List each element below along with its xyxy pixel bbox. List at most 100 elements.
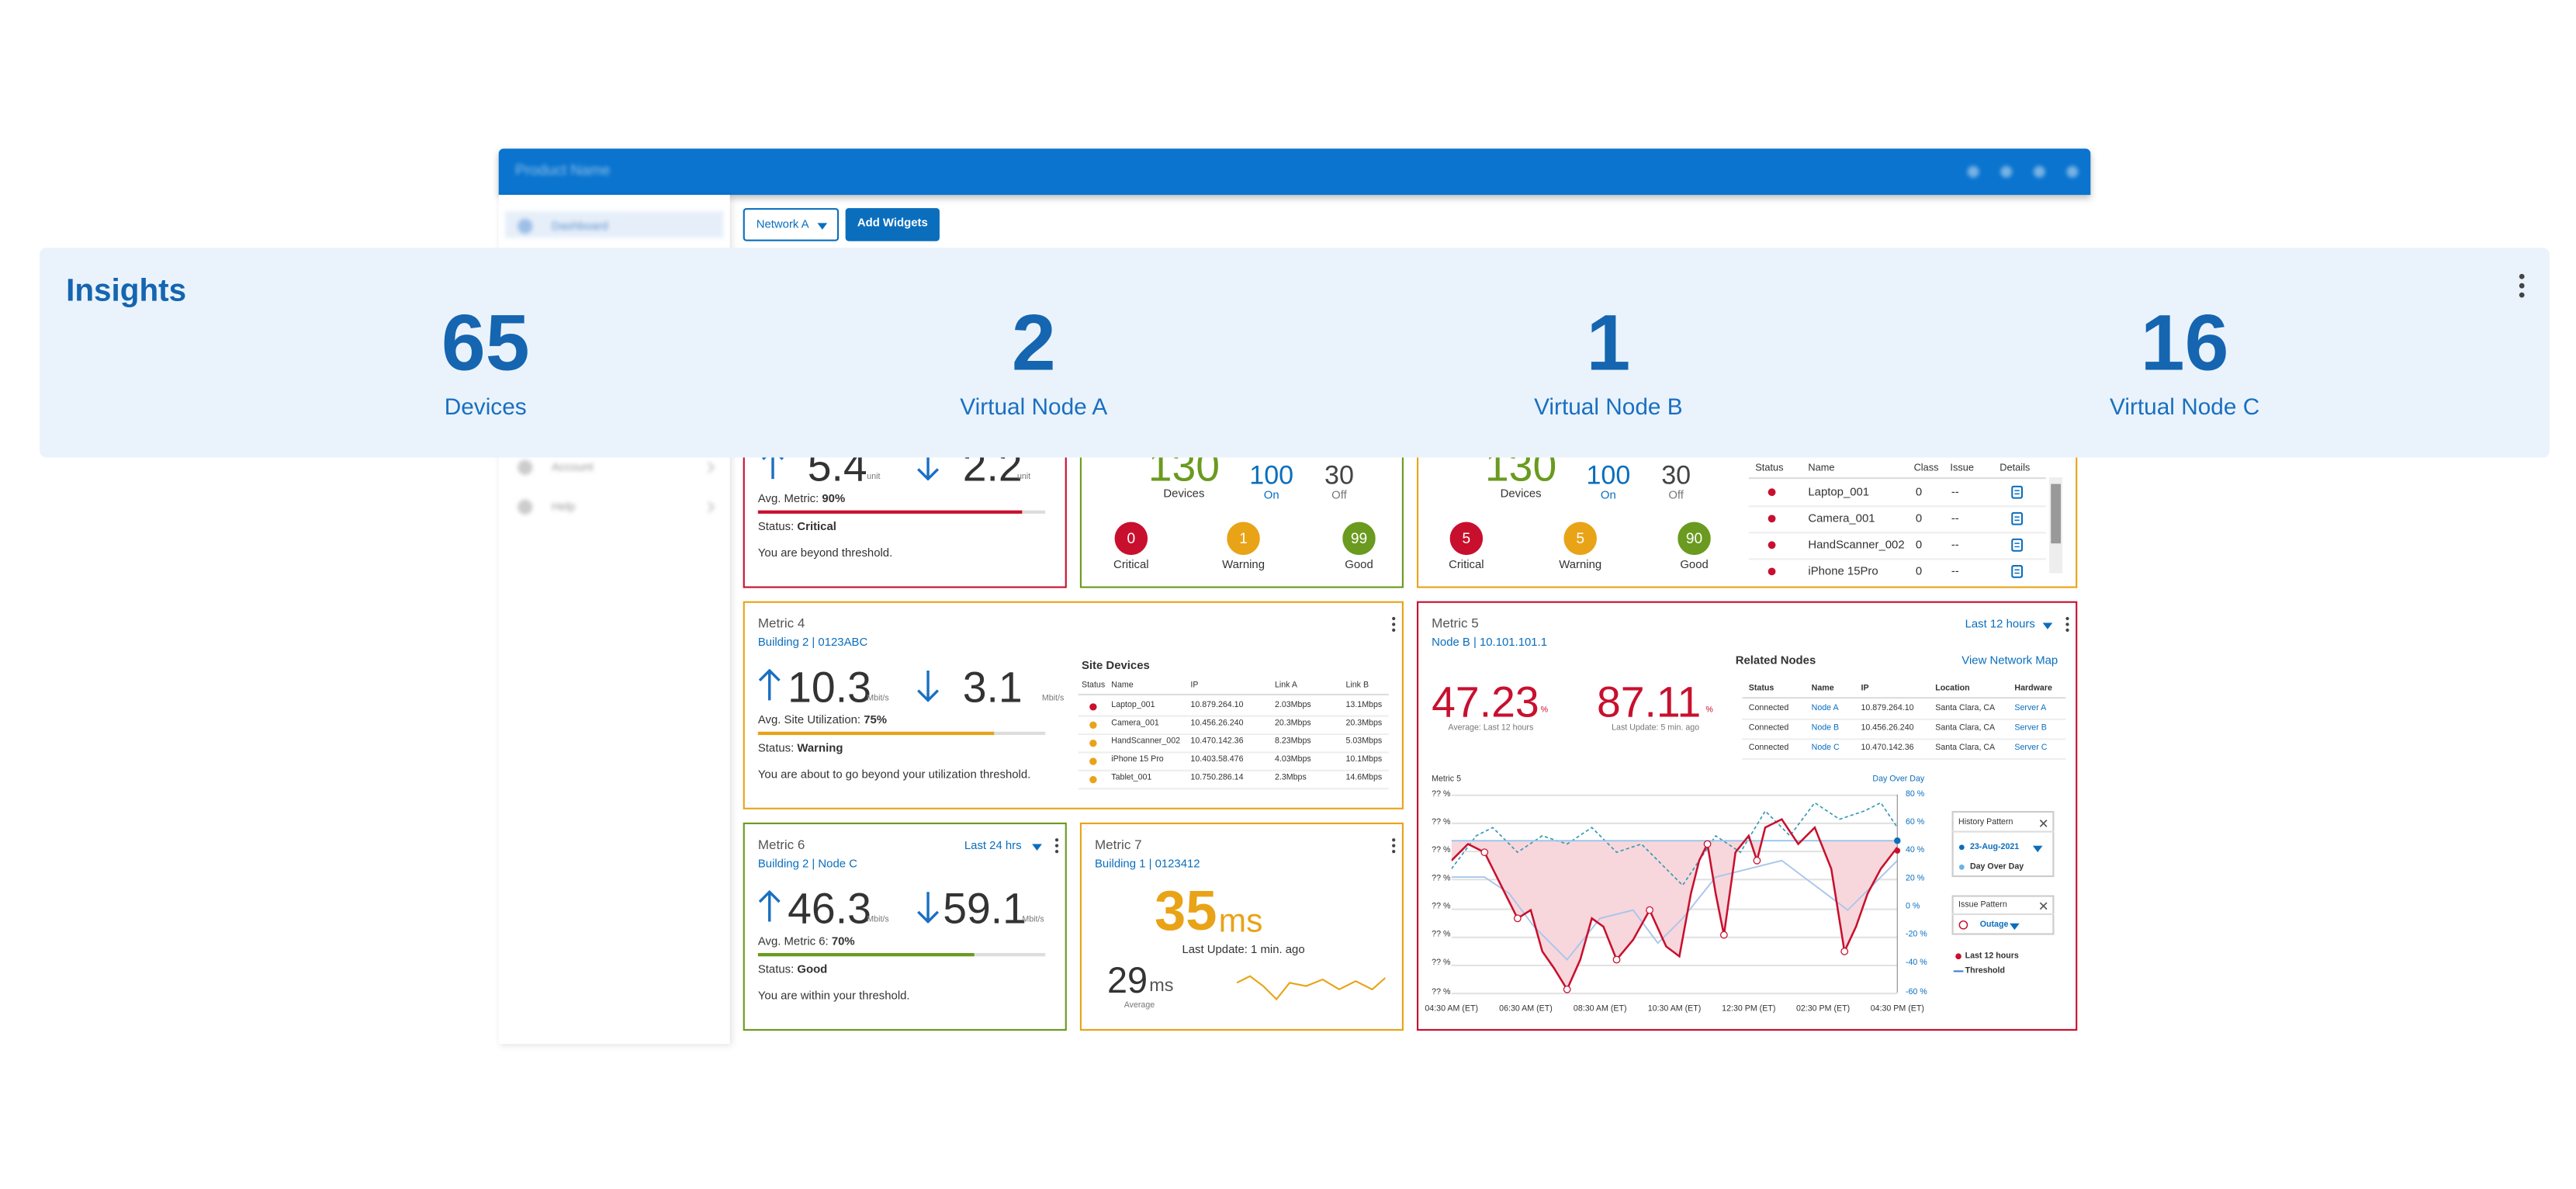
caret[interactable]: [1032, 844, 1042, 851]
progress-fill: [757, 510, 1023, 514]
stat-label: Virtual Node A: [960, 393, 1108, 420]
table-cell: 20.3Mbps: [1345, 718, 1383, 729]
kebab-menu[interactable]: [2064, 616, 2071, 633]
last-value: 87.11: [1596, 677, 1702, 727]
network-select[interactable]: Network A: [743, 208, 840, 241]
update-caption: Last Update: 1 min. ago: [1182, 945, 1305, 957]
table-rule: [1078, 693, 1389, 695]
table-rule: [1748, 477, 2046, 480]
table-header: Hardware: [2014, 684, 2052, 694]
status-dot: [1768, 541, 1776, 549]
y2-tick-label: 60 %: [1905, 816, 1925, 827]
table-header: Status: [1081, 680, 1106, 691]
details-icon[interactable]: [2011, 564, 2024, 578]
nav-item: Dashboard: [551, 221, 608, 234]
total-label: Devices: [1163, 488, 1205, 501]
close-icon[interactable]: [2039, 902, 2048, 910]
details-icon[interactable]: [2011, 538, 2024, 552]
legend-marker: [1953, 970, 1964, 972]
stat-label: Virtual Node C: [2109, 393, 2260, 420]
table-cell: Node B: [1811, 723, 1840, 733]
add-widgets-button[interactable]: Add Widgets: [845, 208, 940, 241]
legend-label: Last 12 hours: [1965, 951, 2019, 962]
table-header: Status: [1755, 464, 1784, 474]
level-label: Good: [1680, 560, 1709, 572]
table-cell: 10.470.142.36: [1861, 743, 1914, 754]
nav-icon: [518, 459, 533, 475]
table-cell: 10.750.286.14: [1190, 772, 1244, 783]
range-select: Last 12 hours: [1965, 619, 2035, 631]
stat-value: 65: [441, 300, 530, 389]
cell-issue: --: [1951, 513, 1959, 525]
y2-tick-label: -20 %: [1905, 930, 1927, 941]
status-dot: [1089, 738, 1097, 747]
kebab-menu[interactable]: [1054, 837, 1061, 854]
nodes-title: Related Nodes: [1735, 655, 1816, 667]
table-cell: 10.470.142.36: [1190, 737, 1244, 747]
off-value: 30: [1324, 462, 1354, 491]
avg-value: 70%: [831, 936, 855, 948]
y-tick-label: ?? %: [1432, 816, 1451, 827]
avg-value: 29: [1106, 959, 1148, 1001]
progress-track: [757, 731, 1046, 736]
level-circle: [1227, 522, 1260, 556]
avg-label: Avg. Site Utilization:: [757, 715, 861, 727]
stat-label: Devices: [444, 393, 527, 420]
on-label: On: [1263, 491, 1279, 502]
main-value: 35: [1154, 880, 1217, 944]
table-header: IP: [1190, 680, 1199, 691]
table-cell: Server A: [2014, 703, 2047, 714]
status-dot: [1089, 775, 1097, 783]
cell-issue: --: [1951, 539, 1959, 552]
avg-label: Avg. Metric:: [757, 494, 819, 506]
level-count: 90: [1685, 530, 1703, 547]
table-cell: Connected: [1748, 703, 1789, 714]
range-select: Last 24 hrs: [964, 841, 1022, 853]
status-dot: [1089, 702, 1097, 710]
app-icon[interactable]: [1965, 164, 1982, 180]
app-icon[interactable]: [1998, 164, 2014, 180]
table-cell: iPhone 15 Pro: [1111, 754, 1164, 765]
kebab-menu[interactable]: [1390, 616, 1397, 633]
close-icon[interactable]: [2039, 820, 2048, 828]
details-icon[interactable]: [2011, 511, 2024, 525]
arrow-up: [758, 668, 781, 701]
row-rule: [1748, 532, 2046, 534]
table-cell: 20.3Mbps: [1274, 718, 1311, 729]
app-icon[interactable]: [2064, 164, 2080, 180]
app-icon[interactable]: [2031, 164, 2048, 180]
table-rule: [1742, 697, 2066, 699]
table-cell: 10.1Mbps: [1345, 754, 1383, 765]
y-tick-label: ?? %: [1432, 873, 1451, 884]
level-circle: [1563, 522, 1597, 556]
table-cell: 5.03Mbps: [1345, 737, 1383, 747]
caret[interactable]: [2042, 622, 2053, 629]
table-header: Name: [1111, 680, 1134, 691]
metric-4-card: Metric 4 Building 2 | 0123ABC 10.3 Mbit/s 3.…: [743, 601, 1404, 809]
progress-fill: [757, 731, 994, 736]
kebab-menu[interactable]: [1390, 837, 1397, 854]
status-value: Warning: [797, 743, 843, 755]
card-subtitle: Building 2 | Node C: [757, 858, 857, 871]
down-value: 3.1: [962, 662, 1023, 712]
y-tick-label: ?? %: [1432, 930, 1451, 941]
level-count: 99: [1350, 530, 1368, 547]
kebab-menu[interactable]: [2516, 272, 2527, 299]
caret[interactable]: [2032, 845, 2043, 853]
cell-class: 0: [1915, 539, 1923, 552]
y-tick-label: ?? %: [1432, 986, 1451, 997]
y2-tick-label: 40 %: [1905, 845, 1925, 855]
x-tick-label: 12:30 PM (ET): [1722, 1004, 1776, 1014]
on-value: 100: [1586, 462, 1631, 491]
y2-tick-label: -60 %: [1905, 986, 1927, 997]
caret[interactable]: [2010, 923, 2020, 931]
pattern-panel: [1951, 895, 2055, 935]
details-icon[interactable]: [2011, 485, 2024, 499]
insights-title: Insights: [66, 274, 187, 309]
table-cell: 14.6Mbps: [1345, 772, 1383, 783]
level-label: Critical: [1449, 560, 1484, 572]
nodes-link: View Network Map: [1961, 655, 2058, 667]
level-label: Warning: [1222, 560, 1265, 572]
avg-caption: Average: [1124, 1000, 1155, 1011]
table-cell: 4.03Mbps: [1274, 754, 1311, 765]
